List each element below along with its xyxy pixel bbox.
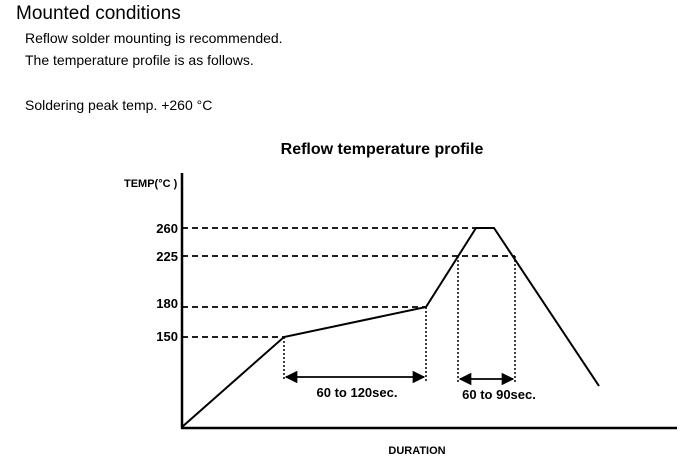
profile-note: The temperature profile is as follows. xyxy=(25,52,254,68)
x-axis-label: DURATION xyxy=(388,445,445,457)
temp-label-180: 180 xyxy=(156,296,178,311)
preheat-duration-label: 60 to 120sec. xyxy=(317,385,398,400)
y-axis-label: TEMP(°C ) xyxy=(124,178,178,190)
temp-label-150: 150 xyxy=(156,329,178,344)
profile-curve xyxy=(181,227,600,428)
temp-label-260: 260 xyxy=(156,221,178,236)
section-heading: Mounted conditions xyxy=(16,3,181,24)
temp-label-225: 225 xyxy=(156,249,178,264)
peak-temp-note: Soldering peak temp. +260 °C xyxy=(25,97,213,113)
diagram-title: Reflow temperature profile xyxy=(281,141,484,158)
reflow-duration-label: 60 to 90sec. xyxy=(462,387,536,402)
mounting-note: Reflow solder mounting is recommended. xyxy=(25,30,283,46)
